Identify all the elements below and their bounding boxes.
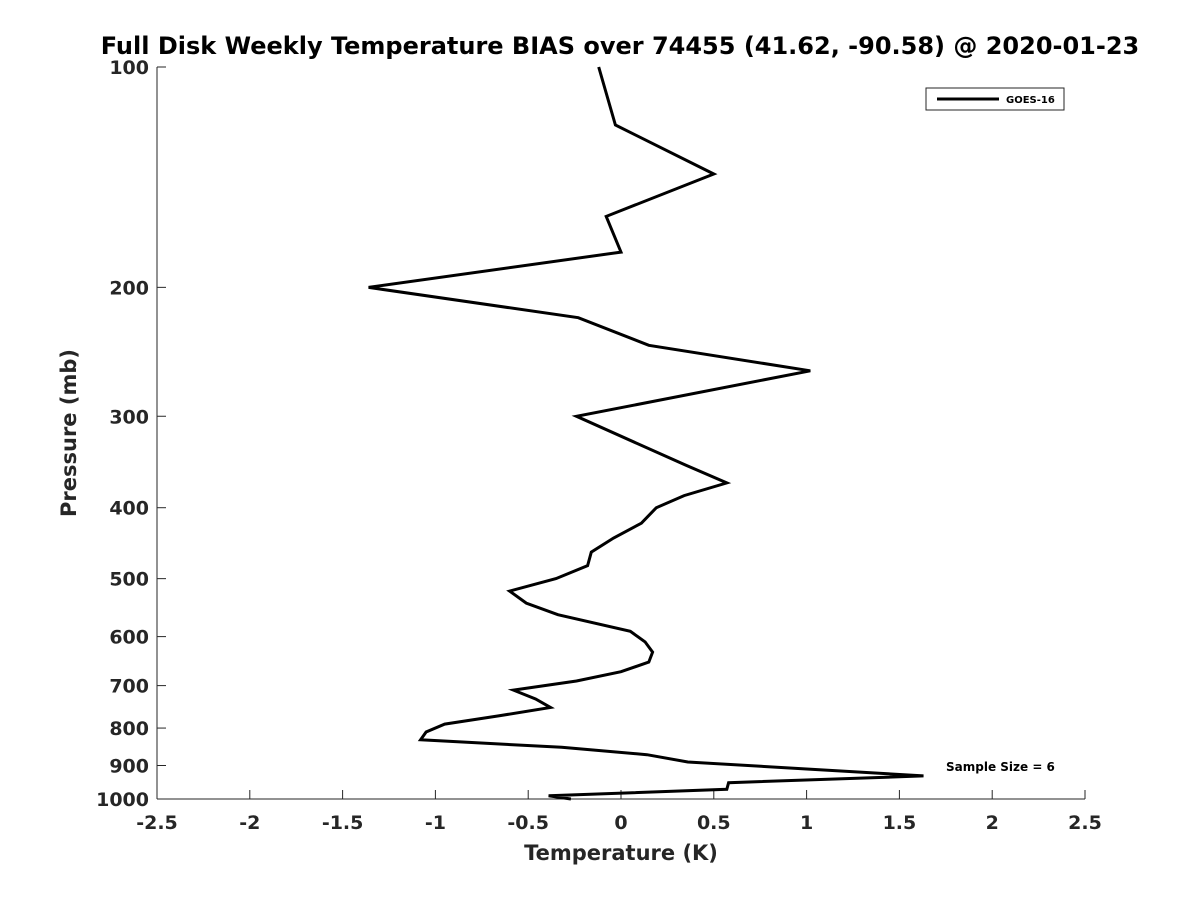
x-axis-label: Temperature (K) <box>524 841 718 865</box>
y-tick-label: 700 <box>109 676 149 698</box>
x-tick-label: -1 <box>425 812 446 834</box>
y-tick-label: 100 <box>109 57 149 79</box>
y-tick-label: 500 <box>109 569 149 591</box>
chart-title: Full Disk Weekly Temperature BIAS over 7… <box>101 32 1140 60</box>
y-axis-label: Pressure (mb) <box>57 349 81 517</box>
x-tick-label: -2.5 <box>136 812 178 834</box>
x-tick-label: 1.5 <box>883 812 917 834</box>
x-tick-label: 0.5 <box>697 812 731 834</box>
y-tick-label: 600 <box>109 627 149 649</box>
legend-label-goes-16: GOES-16 <box>1006 95 1055 106</box>
series-line-goes-16 <box>368 66 924 801</box>
y-tick-label: 1000 <box>96 789 149 811</box>
x-tick-label: 1 <box>800 812 813 834</box>
legend: GOES-16 <box>925 87 1065 111</box>
y-tick-label: 200 <box>109 277 149 299</box>
x-axis-ticks: -2.5 -2 -1.5 -1 -0.5 0 0.5 1 1.5 2 2.5 <box>136 790 1102 834</box>
x-tick-label: 2 <box>986 812 999 834</box>
sample-size-annotation: Sample Size = 6 <box>946 760 1055 774</box>
y-tick-label: 900 <box>109 756 149 778</box>
plot-area <box>157 67 1085 799</box>
x-tick-label: -2 <box>239 812 260 834</box>
y-tick-label: 300 <box>109 406 149 428</box>
y-axis-ticks: 100 200 300 400 500 600 700 800 900 1000 <box>96 57 166 811</box>
x-tick-label: -0.5 <box>507 812 549 834</box>
series-group <box>368 66 924 801</box>
y-tick-label: 800 <box>109 718 149 740</box>
y-tick-label: 400 <box>109 498 149 520</box>
x-tick-label: 2.5 <box>1068 812 1102 834</box>
x-tick-label: -1.5 <box>322 812 364 834</box>
x-tick-label: 0 <box>614 812 627 834</box>
